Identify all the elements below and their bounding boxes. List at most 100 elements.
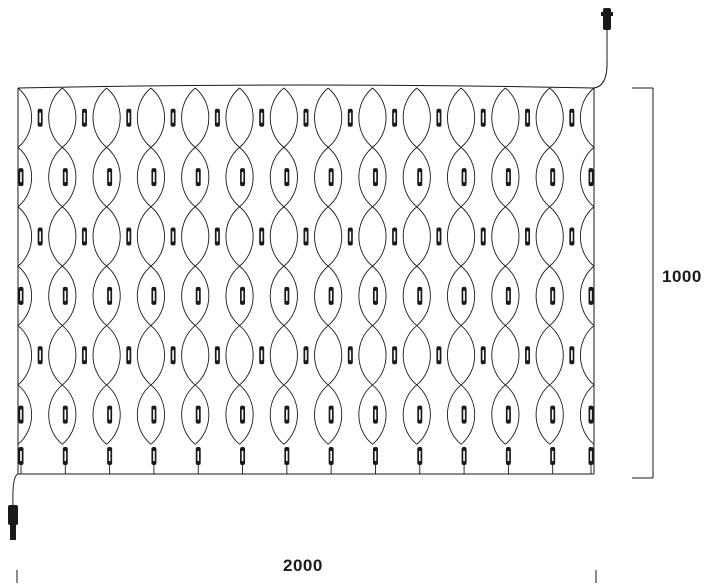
led-bulb	[240, 405, 246, 424]
led-bulb	[347, 108, 353, 127]
led-bulb	[505, 447, 511, 474]
net-strand	[580, 325, 595, 386]
width-dimension-label: 2000	[283, 556, 323, 575]
net-strand	[402, 384, 418, 445]
led-bulb-highlight	[374, 290, 377, 301]
net-strand	[460, 325, 475, 386]
led-bulb-highlight	[20, 451, 22, 461]
led-bulb-highlight	[83, 112, 86, 123]
led-bulb-highlight	[463, 409, 465, 420]
led-bulb	[392, 346, 398, 365]
led-bulb	[81, 227, 87, 246]
net-strand	[491, 206, 506, 267]
led-bulb	[569, 108, 575, 127]
led-bulb-highlight	[305, 231, 307, 242]
net-strand	[62, 325, 77, 386]
led-bulb	[505, 286, 511, 305]
net-strand	[194, 206, 210, 267]
height-dimension-label: 1000	[662, 267, 702, 286]
led-bulb-highlight	[526, 350, 529, 361]
led-bulb	[417, 168, 423, 187]
net-strand	[327, 265, 343, 326]
net-strand	[372, 87, 387, 148]
led-bulb	[372, 447, 378, 474]
led-bulb-highlight	[374, 172, 377, 183]
led-bulb	[18, 168, 24, 187]
led-bulb-highlight	[374, 451, 377, 461]
led-bulb-highlight	[571, 350, 573, 361]
net-strand	[106, 265, 121, 326]
led-bulb	[62, 405, 68, 424]
led-bulb-highlight	[172, 112, 174, 123]
led-bulb-highlight	[507, 409, 510, 420]
led-bulb-highlight	[216, 112, 219, 123]
led-bulb	[417, 286, 423, 305]
led-bulb	[550, 447, 556, 474]
net-strand	[358, 384, 373, 445]
led-bulb-highlight	[330, 172, 332, 183]
net-strand	[106, 87, 121, 148]
net-strand	[505, 206, 520, 267]
led-bulb	[392, 227, 398, 246]
net-strand	[580, 206, 595, 267]
led-bulb-highlight	[590, 290, 592, 301]
led-bulb	[126, 346, 132, 365]
led-bulb	[81, 108, 87, 127]
top-connector-plug-ridge	[601, 12, 613, 16]
led-bulb	[195, 168, 201, 187]
net-strand	[314, 87, 329, 148]
net-strand	[181, 87, 196, 148]
net-strand	[491, 265, 506, 326]
net-strand	[416, 384, 431, 445]
net-strand	[283, 265, 298, 326]
net-strand	[580, 147, 595, 208]
led-bulb	[480, 108, 486, 127]
led-bulb-highlight	[197, 290, 200, 301]
net-strand	[327, 384, 343, 445]
led-bulb	[480, 227, 486, 246]
top-connector-plug	[603, 8, 611, 30]
net-strand	[17, 206, 32, 267]
led-bulb	[284, 447, 290, 474]
led-bulb	[505, 405, 511, 424]
led-bulb	[18, 286, 24, 305]
net-strand	[181, 265, 196, 326]
led-bulb	[284, 168, 290, 187]
led-bulb-highlight	[482, 112, 485, 123]
led-bulb	[195, 405, 201, 424]
led-bulb-highlight	[127, 350, 130, 361]
net-strand	[372, 147, 387, 208]
led-bulb-highlight	[507, 451, 510, 461]
led-bulb-highlight	[551, 451, 554, 461]
bottom-connector-plug	[8, 505, 18, 525]
led-bulb	[303, 346, 309, 365]
net-strand	[150, 147, 165, 208]
net-strand	[491, 87, 506, 148]
led-bulb-highlight	[108, 409, 111, 420]
led-bulb-highlight	[418, 290, 421, 301]
net-strand	[194, 265, 210, 326]
net-strand	[402, 147, 418, 208]
led-bulb-highlight	[571, 112, 573, 123]
net-strand	[194, 384, 210, 445]
net-strand	[372, 384, 387, 445]
net-strand	[447, 384, 462, 445]
led-bulb	[37, 227, 43, 246]
led-bulb-highlight	[305, 112, 307, 123]
net-strand	[491, 325, 506, 386]
net-strand	[106, 147, 121, 208]
led-bulb	[328, 168, 334, 187]
led-bulb-highlight	[393, 112, 396, 123]
led-bulb-highlight	[172, 231, 174, 242]
net-strand	[358, 265, 373, 326]
led-bulb	[436, 108, 442, 127]
led-bulb	[505, 168, 511, 187]
net-strand	[150, 384, 165, 445]
led-bulb-highlight	[438, 112, 440, 123]
net-strand	[62, 147, 77, 208]
led-bulb-highlight	[216, 350, 219, 361]
net-strand	[150, 265, 165, 326]
net-strand	[269, 265, 285, 326]
led-bulb	[240, 447, 246, 474]
led-bulb-highlight	[197, 409, 200, 420]
